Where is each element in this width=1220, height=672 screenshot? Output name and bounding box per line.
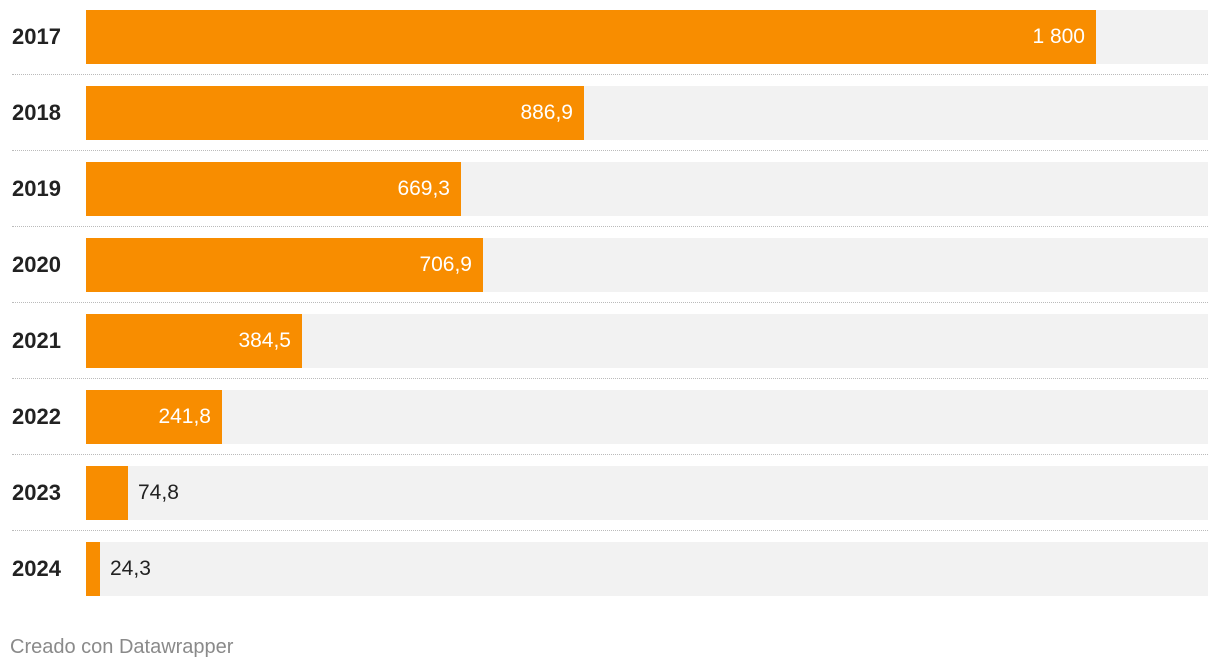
bar-value-label: 241,8 <box>158 405 211 428</box>
category-label: 2021 <box>12 328 61 353</box>
category-label: 2023 <box>12 480 61 505</box>
bar-value-label: 706,9 <box>419 253 472 276</box>
bar-value-label: 669,3 <box>397 177 450 200</box>
row-divider <box>12 302 1208 303</box>
category-label: 2024 <box>12 556 61 581</box>
row-divider <box>12 530 1208 531</box>
bar-track: 384,5 <box>86 314 1208 368</box>
bar <box>86 466 128 520</box>
bar <box>86 390 222 444</box>
category-label: 2020 <box>12 252 61 277</box>
bar-value-label: 886,9 <box>520 101 573 124</box>
bar-row: 2020 706,9 <box>0 238 1220 314</box>
bar-row: 2019 669,3 <box>0 162 1220 238</box>
bar <box>86 314 302 368</box>
row-divider <box>12 378 1208 379</box>
row-divider <box>12 74 1208 75</box>
bar-chart: 2017 1 800 2018 886,9 2019 669,3 2020 706,9 2021… <box>0 10 1220 618</box>
bar <box>86 162 461 216</box>
bar-track: 1 800 <box>86 10 1208 64</box>
bar-row: 2017 1 800 <box>0 10 1220 86</box>
bar-row: 2018 886,9 <box>0 86 1220 162</box>
bar-track: 669,3 <box>86 162 1208 216</box>
category-label: 2017 <box>12 24 61 49</box>
bar <box>86 238 483 292</box>
bar-row: 2024 24,3 <box>0 542 1220 618</box>
bar <box>86 542 100 596</box>
category-label: 2022 <box>12 404 61 429</box>
category-label: 2019 <box>12 176 61 201</box>
category-label: 2018 <box>12 100 61 125</box>
bar-value-label: 1 800 <box>1032 25 1085 48</box>
bar-value-label: 24,3 <box>110 557 151 580</box>
bar-track: 886,9 <box>86 86 1208 140</box>
row-divider <box>12 226 1208 227</box>
bar-value-label: 384,5 <box>238 329 291 352</box>
bar-value-label: 74,8 <box>138 481 179 504</box>
footer-credit: Creado con Datawrapper <box>10 636 234 658</box>
bar <box>86 86 584 140</box>
bar <box>86 10 1096 64</box>
bar-row: 2022 241,8 <box>0 390 1220 466</box>
row-divider <box>12 454 1208 455</box>
bar-track: 706,9 <box>86 238 1208 292</box>
bar-row: 2021 384,5 <box>0 314 1220 390</box>
bar-row: 2023 74,8 <box>0 466 1220 542</box>
bar-track: 241,8 <box>86 390 1208 444</box>
row-divider <box>12 150 1208 151</box>
bar-track: 24,3 <box>86 542 1208 596</box>
bar-track: 74,8 <box>86 466 1208 520</box>
